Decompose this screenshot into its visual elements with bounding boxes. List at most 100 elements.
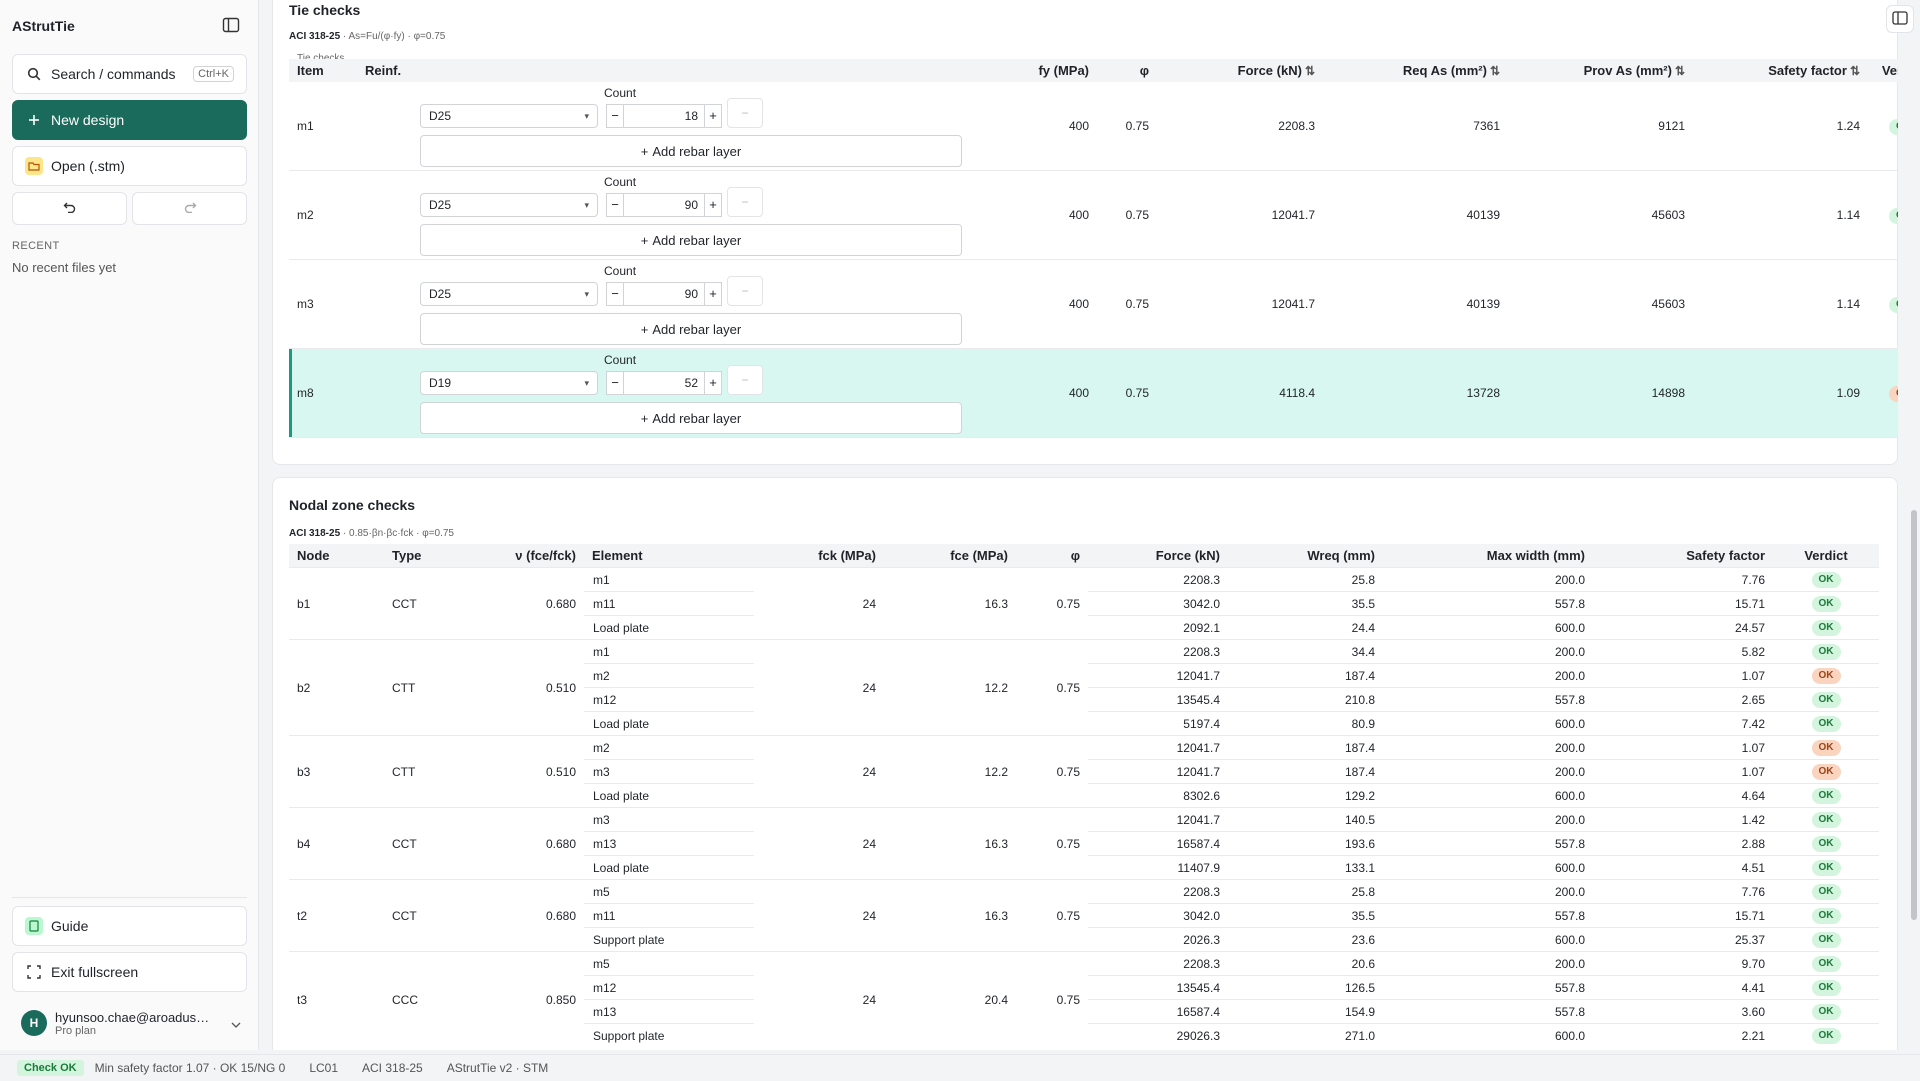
col-spacer — [937, 59, 979, 82]
panel-icon — [1892, 10, 1908, 28]
redo-button[interactable] — [132, 192, 247, 225]
tie-checks-card: Tie checks ACI 318-25 · As=Fu/(φ·fy) · φ… — [272, 0, 1898, 465]
col-safety-factor[interactable]: Safety factor ⇅ — [1693, 59, 1868, 82]
phi-cell: 0.75 — [1016, 951, 1088, 1047]
safety-factor-cell: 7.76 — [1593, 879, 1773, 904]
remove-layer-button[interactable]: − — [727, 98, 763, 128]
new-design-button[interactable]: New design — [12, 100, 247, 140]
increment-button[interactable]: + — [704, 282, 722, 306]
verdict-cell: OK — [1773, 951, 1879, 976]
increment-button[interactable]: + — [704, 371, 722, 395]
status-badge: OK — [1811, 956, 1841, 972]
status-code: ACI 318-25 — [362, 1061, 423, 1075]
scrollbar-thumb[interactable] — [1911, 510, 1917, 920]
exit-fullscreen-button[interactable]: Exit fullscreen — [12, 952, 247, 992]
sort-icon[interactable]: ⇅ — [1849, 64, 1860, 78]
open-file-button[interactable]: Open (.stm) — [12, 146, 247, 186]
undo-button[interactable] — [12, 192, 127, 225]
force-cell: 12041.7 — [1157, 259, 1323, 349]
remove-layer-button[interactable]: − — [727, 187, 763, 217]
count-input[interactable]: 52 — [624, 371, 704, 395]
force-cell: 3042.0 — [1088, 903, 1228, 928]
add-rebar-layer-button[interactable]: + Add rebar layer — [420, 313, 962, 345]
panel-toggle-button[interactable] — [1886, 5, 1914, 33]
sort-icon[interactable]: ⇅ — [1489, 64, 1500, 78]
table-row[interactable]: m1 Count D25 ▾ −18 + − + Add rebar layer 400 0.75… — [289, 82, 1898, 171]
add-rebar-layer-button[interactable]: + Add rebar layer — [420, 135, 962, 167]
sort-icon[interactable]: ⇅ — [1674, 64, 1685, 78]
max-width-cell: 600.0 — [1554, 788, 1585, 803]
element-cell: m5 — [584, 879, 754, 904]
table-row[interactable]: m2 Count D25 ▾ −90 + − + Add rebar layer 400 0.75… — [289, 170, 1898, 260]
reinf-editor: Count D25 ▾ −90 + − + Add rebar layer — [420, 171, 979, 259]
wreq-cell: 271.0 — [1344, 1028, 1375, 1043]
bar-size-select[interactable]: D25 ▾ — [420, 193, 598, 217]
bar-size-select[interactable]: D19 ▾ — [420, 371, 598, 395]
add-rebar-layer-button[interactable]: + Add rebar layer — [420, 224, 962, 256]
decrement-button[interactable]: − — [606, 371, 624, 395]
search-button[interactable]: Search / commands Ctrl+K — [12, 54, 247, 94]
count-input[interactable]: 90 — [624, 193, 704, 217]
add-rebar-layer-button[interactable]: + Add rebar layer — [420, 402, 962, 434]
verdict-cell: OK — [1773, 639, 1879, 664]
table-row: m12 13545.4 126.5 557.8 4.41 OK — [289, 975, 1879, 1000]
sort-icon[interactable]: ⇅ — [1304, 64, 1315, 78]
remove-layer-button[interactable]: − — [727, 276, 763, 306]
increment-button[interactable]: + — [704, 104, 722, 128]
table-row: m12 13545.4 210.8 557.8 2.65 OK — [289, 687, 1879, 712]
verdict-cell: OK — [1773, 879, 1879, 904]
force-cell: 13545.4 — [1088, 687, 1228, 712]
sidebar-collapse-icon[interactable] — [222, 17, 240, 33]
decrement-button[interactable]: − — [606, 104, 624, 128]
decrement-button[interactable]: − — [606, 193, 624, 217]
verdict-cell: OK — [1773, 831, 1879, 856]
prov-as-cell: 9121 — [1508, 82, 1693, 171]
col-node: Node — [289, 544, 384, 568]
user-menu[interactable]: H hyunsoo.chae@aroadus… Pro plan — [12, 1003, 247, 1043]
count-input[interactable]: 90 — [624, 282, 704, 306]
max-width-cell: 600.0 — [1554, 932, 1585, 947]
fck-cell: 24 — [754, 807, 884, 880]
item-cell: m2 — [289, 170, 357, 260]
safety-factor-cell: 1.42 — [1593, 807, 1773, 832]
decrement-button[interactable]: − — [606, 282, 624, 306]
safety-factor-cell: 2.88 — [1593, 831, 1773, 856]
count-input[interactable]: 18 — [624, 104, 704, 128]
table-row[interactable]: m8 Count D19 ▾ −52 + − + Add rebar layer 400 0.75… — [289, 348, 1898, 438]
col-req-as[interactable]: Req As (mm²) ⇅ — [1323, 59, 1508, 82]
force-cell: 2092.1 — [1183, 620, 1220, 635]
nu-cell: 0.510 — [494, 735, 584, 808]
status-badge: OK — [1811, 692, 1841, 708]
col-prov-as[interactable]: Prov As (mm²) ⇅ — [1508, 59, 1693, 82]
col-force[interactable]: Force (kN) ⇅ — [1157, 59, 1323, 82]
verdict-cell: OK — [1773, 999, 1879, 1024]
guide-button[interactable]: Guide — [12, 906, 247, 946]
remove-layer-button[interactable]: − — [727, 365, 763, 395]
fce-cell: 16.3 — [884, 567, 1016, 640]
table-row[interactable]: m3 Count D25 ▾ −90 + − + Add rebar layer 400 0.75… — [289, 259, 1898, 349]
max-width-cell: 200.0 — [1383, 759, 1593, 784]
safety-factor-cell: 1.24 — [1693, 82, 1868, 171]
verdict-cell: OK — [1773, 759, 1879, 784]
status-badge: OK — [1811, 1028, 1841, 1044]
table-row: m13 16587.4 193.6 557.8 2.88 OK — [289, 831, 1879, 856]
force-cell: 2208.3 — [1088, 567, 1228, 592]
status-badge: OK — [1889, 207, 1898, 224]
prov-as-cell: 45603 — [1508, 259, 1693, 349]
fce-cell: 12.2 — [884, 639, 1016, 736]
fce-cell: 20.4 — [884, 951, 1016, 1047]
open-file-label: Open (.stm) — [51, 158, 125, 174]
wreq-cell: 25.8 — [1228, 879, 1383, 904]
add-rebar-layer-label: Add rebar layer — [652, 232, 742, 248]
type-cell: CCT — [384, 879, 494, 952]
status-badge: OK — [1811, 836, 1841, 852]
force-cell: 2208.3 — [1088, 951, 1228, 976]
tie-table: Item Reinf. fy (MPa) φ Force (kN) ⇅ Req A… — [289, 59, 1898, 438]
status-badge: OK — [1811, 668, 1841, 684]
wreq-cell: 34.4 — [1228, 639, 1383, 664]
force-cell: 11407.9 — [1177, 860, 1221, 875]
bar-size-select[interactable]: D25 ▾ — [420, 282, 598, 306]
safety-factor-cell: 2.65 — [1593, 687, 1773, 712]
bar-size-select[interactable]: D25 ▾ — [420, 104, 598, 128]
increment-button[interactable]: + — [704, 193, 722, 217]
